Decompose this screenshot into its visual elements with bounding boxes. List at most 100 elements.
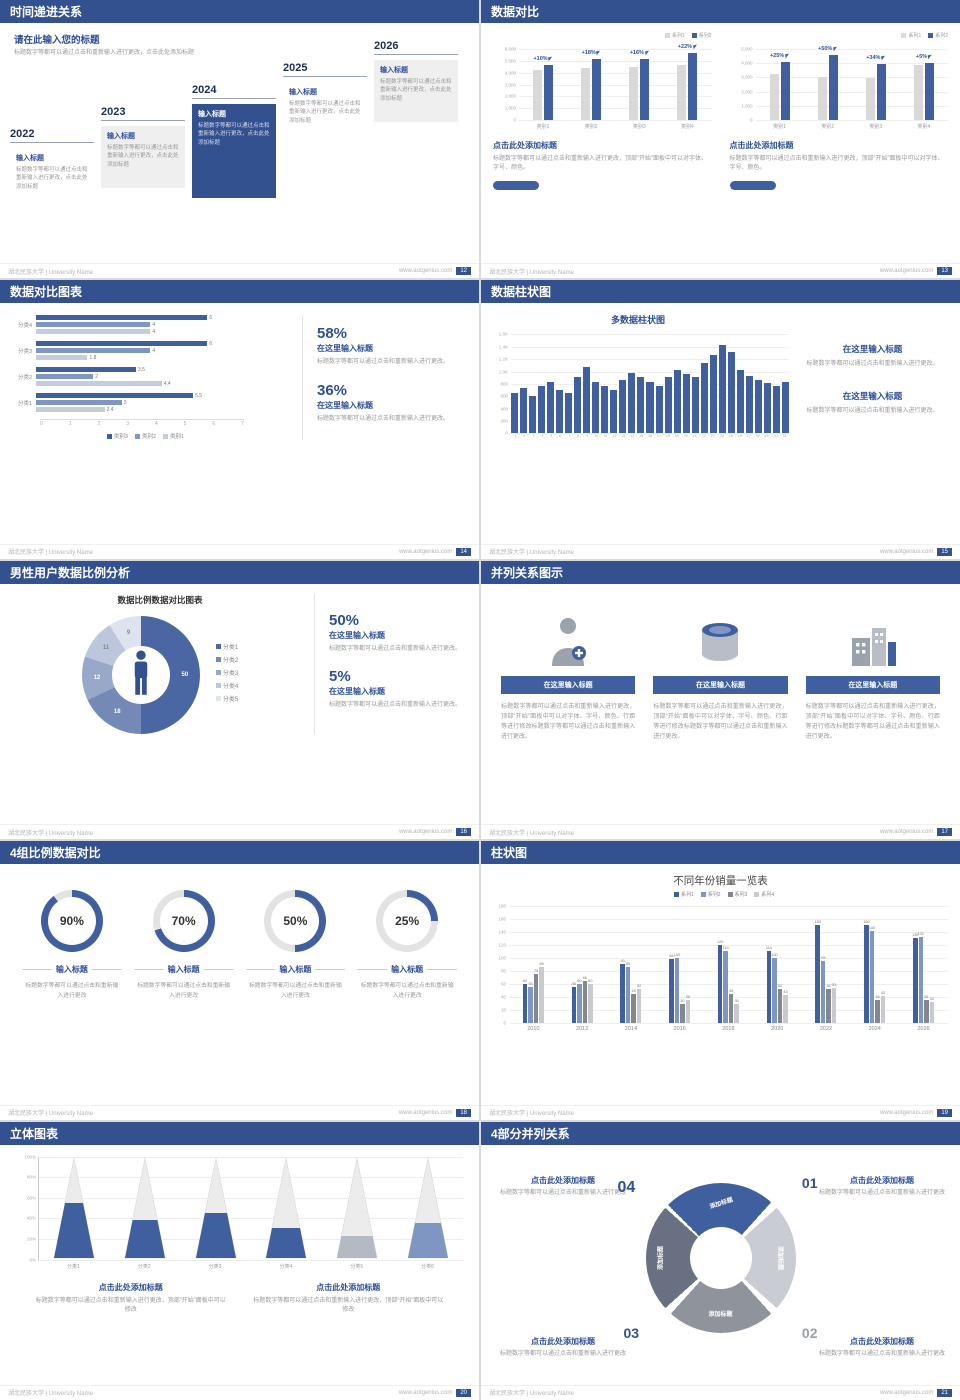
timeline-year: 2023 — [101, 106, 185, 121]
compare-chart-block: 系列1 系列2 6,000 5,000 4,000 3,000 2,000 1,000 0 +1… — [493, 31, 712, 190]
delta-label: +10% — [533, 56, 553, 62]
gridline — [519, 60, 712, 62]
slide-multibar[interactable]: 数据柱状图 多数据柱状图 1.6K 1.4K 1.2K 1.0K 800 600 400 20… — [481, 280, 960, 559]
divider — [22, 969, 52, 971]
gridline — [511, 334, 789, 336]
bar: 98 — [669, 954, 674, 1024]
timeline-item[interactable]: 2022 输入标题 标题数字等都可以通过点击和重新输入进行更改，点击此处添加标题 — [10, 128, 94, 210]
bar: 45 — [728, 989, 734, 1024]
chart-title: 数据比例数据对比图表 — [117, 594, 203, 605]
value-label: 4 — [152, 328, 156, 335]
step-number: 01 — [801, 1174, 818, 1191]
bar: 52 — [636, 984, 642, 1024]
progress-ring: 25% — [376, 890, 439, 953]
bars: 6 4 1.8 — [36, 341, 296, 361]
x-axis-tick: 5 — [550, 434, 553, 439]
slide-rings[interactable]: 4组比例数据对比 90% 输入标题 标题数字等都可以通过点击和重新输入进行更改 … — [0, 841, 479, 1120]
bar-row: 6 — [36, 341, 296, 347]
slide-header-bar: 并列关系图示 — [481, 560, 960, 584]
stat-body: 标题数字等都可以通过点击和重新输入进行更改。 — [317, 359, 450, 366]
divider — [427, 969, 457, 971]
title-button[interactable]: 在这里输入标题 — [805, 675, 940, 694]
timeline-box-title: 输入标题 — [289, 89, 317, 96]
legend-item: 系列1 — [664, 32, 685, 39]
slide-hbar[interactable]: 数据对比图表 分类4 6 4 4 分类3 6 4 1.8 分类2 3.5 2 4.4 分类1 5.5 3 2.… — [0, 280, 479, 559]
bar: 30 — [680, 999, 685, 1024]
gridline — [755, 77, 948, 79]
slide-donut[interactable]: 男性用户数据比例分析 数据比例数据对比图表 — [0, 560, 479, 840]
intro-block: 请在此输入您的标题 标题数字等都可以通过点击和重新输入进行更改，点击此处添加标题 — [14, 32, 204, 58]
legend-item: 分类3 — [215, 668, 238, 677]
y-axis-tick: 3,000 — [741, 74, 753, 80]
bar: 43 — [783, 990, 788, 1024]
y-axis-tick: 60 — [500, 981, 506, 987]
item-body: 标题数字等都可以通过点击和重新输入进行更改，顶部“开始”面板中可以对字体、字号、… — [805, 703, 940, 741]
segment-label: 添加标题 — [776, 1245, 783, 1270]
cursor-icon — [927, 54, 933, 59]
slide-footer: 湖北民族大学 | University Name www.aotgenius.c… — [481, 1384, 960, 1400]
gridline — [511, 433, 789, 435]
value-label: 60 — [523, 978, 528, 983]
timeline-item[interactable]: 2025 输入标题 标题数字等都可以通过点击和重新输入进行更改，点击此处添加标题 — [283, 62, 367, 144]
timeline-year: 2025 — [283, 62, 367, 77]
bar — [781, 381, 789, 434]
bar-group: 150 95 52 53 — [815, 920, 837, 1024]
legend-swatch — [106, 433, 112, 439]
value-label: 3.5 — [138, 366, 145, 373]
bar — [36, 407, 105, 413]
stat-percent: 58% — [317, 325, 348, 343]
legend-swatch — [727, 892, 733, 898]
page-number: 15 — [937, 547, 952, 556]
bar: 60 — [577, 979, 582, 1024]
donut-center — [111, 645, 170, 704]
timeline-item[interactable]: 2024 输入标题 标题数字等都可以通过点击和重新输入进行更改，点击此处添加标题 — [192, 84, 276, 198]
slide-compare[interactable]: 数据对比 系列1 系列2 6,000 5,000 4,000 3,000 2,000 1,0… — [481, 0, 960, 279]
cta-pill[interactable] — [729, 180, 776, 190]
bar: 110 — [766, 946, 772, 1024]
bar — [574, 377, 582, 434]
block-title: 点击此处添加标题 — [850, 1175, 914, 1185]
slide-parallel4[interactable]: 4部分并列关系 点击此处添加标题 标题数字等都可以通过点击和重新输入进行更改 点… — [481, 1121, 960, 1400]
timeline-item[interactable]: 2023 输入标题 标题数字等都可以通过点击和重新输入进行更改，点击此处添加标题 — [101, 106, 185, 188]
segment-label: 添加标题 — [708, 1197, 734, 1211]
footer-org: 湖北民族大学 | University Name — [489, 830, 574, 837]
x-axis-tick: 1 — [514, 434, 517, 439]
timeline-box-body: 标题数字等都可以通过点击和重新输入进行更改，点击此处添加标题 — [289, 101, 361, 124]
series2-bar — [688, 52, 698, 120]
slide-header-title: 4组比例数据对比 — [10, 846, 101, 861]
slide-grouped-bars[interactable]: 柱状图 不同年份销量一览表 系列1 系列2 系列3 系列4 180 160 140 120 1… — [481, 841, 960, 1120]
slide-footer: 湖北民族大学 | University Name www.aotgenius.c… — [481, 824, 960, 840]
slide-cones[interactable]: 立体图表 100% 80% 60% 40% 20% 0% 分类1 分类2 分类3 分类4 分类5 分… — [0, 1121, 479, 1400]
slide-footer: 湖北民族大学 | University Name www.aotgenius.c… — [0, 1384, 479, 1400]
bar — [547, 382, 555, 434]
legend-swatch — [215, 644, 221, 650]
parallel-item: 在这里输入标题 标题数字等都可以通过点击和重新输入进行更改，顶部“开始”面板中可… — [805, 612, 940, 743]
y-axis-tick: 600 — [500, 393, 508, 399]
slide-parallel3[interactable]: 并列关系图示 在这里输入标题 标题数字等都可以通过点击和重新输入进行更改，顶部“… — [481, 560, 960, 840]
gridline — [509, 1010, 948, 1012]
slide-header-title: 数据柱状图 — [491, 285, 552, 300]
block-title: 在这里输入标题 — [842, 344, 903, 355]
bar-row: 3 — [36, 400, 296, 406]
bar: 75 — [533, 969, 539, 1024]
timeline-item[interactable]: 2026 输入标题 标题数字等都可以通过点击和重新输入进行更改，点击此处添加标题 — [374, 40, 458, 122]
title-button[interactable]: 在这里输入标题 — [501, 675, 636, 694]
title-button[interactable]: 在这里输入标题 — [653, 675, 788, 694]
series1-bar — [581, 68, 591, 120]
bar: 55 — [528, 982, 533, 1024]
series1-bar — [769, 73, 779, 120]
block-title: 点击此处添加标题 — [531, 1337, 595, 1346]
slide-timeline[interactable]: 时间递进关系 请在此输入您的标题 标题数字等都可以通过点击和重新输入进行更改，点… — [0, 0, 479, 279]
cta-pill[interactable] — [493, 180, 539, 190]
slide-header-title: 柱状图 — [491, 846, 528, 861]
x-axis-tick: 13 — [621, 434, 626, 439]
section-title: 请在此输入您的标题 — [14, 35, 100, 46]
bar-row: 4.4 — [36, 381, 296, 387]
footer-url: www.aotgenius.com — [398, 1389, 453, 1396]
stats-panel: 58% 在这里输入标题 标题数字等都可以通过点击和重新输入进行更改。 36% 在… — [302, 315, 471, 441]
block-title: 点击此处添加标题 — [316, 1282, 381, 1292]
bar-group: 分类2 3.5 2 4.4 — [6, 366, 296, 387]
legend-item: 分类4 — [215, 681, 238, 690]
footer-org: 湖北民族大学 | University Name — [8, 550, 93, 557]
section-subtitle: 标题数字等都可以通过点击和重新输入进行更改，点击此处添加标题 — [14, 50, 195, 56]
